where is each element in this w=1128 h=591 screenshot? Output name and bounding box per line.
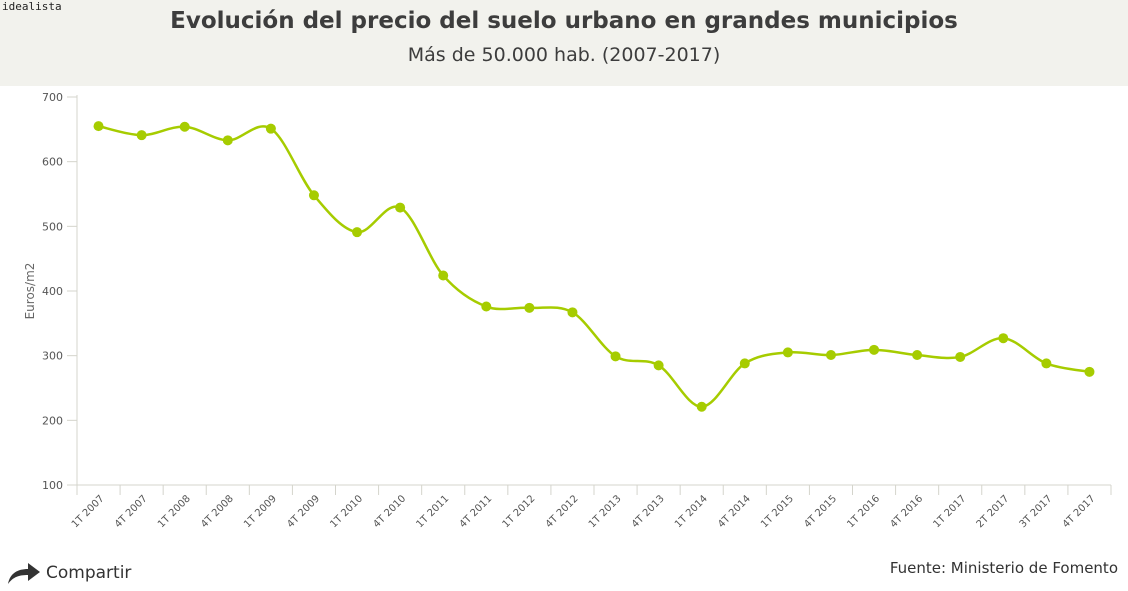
share-label: Compartir (46, 563, 132, 583)
x-tick-label: 4T 2010 (371, 493, 408, 530)
x-tick-label: 1T 2013 (587, 493, 624, 530)
data-point (136, 130, 147, 141)
data-point (653, 360, 664, 371)
data-point (481, 301, 492, 312)
x-tick-label: 1T 2014 (673, 493, 710, 530)
data-point (308, 190, 319, 201)
data-point (93, 121, 104, 132)
data-point (352, 227, 363, 238)
share-arrow-icon (8, 563, 40, 584)
y-tick-label: 300 (42, 350, 63, 363)
y-tick-label: 600 (42, 156, 63, 169)
data-point (610, 351, 621, 362)
data-point (265, 123, 276, 134)
x-tick-label: 4T 2013 (630, 493, 667, 530)
data-point (782, 347, 793, 358)
y-tick-label: 500 (42, 220, 63, 233)
x-tick-label: 1T 2017 (931, 493, 968, 530)
x-tick-label: 1T 2007 (70, 493, 107, 530)
x-tick-label: 4T 2017 (1061, 493, 1098, 530)
x-tick-label: 4T 2015 (802, 493, 839, 530)
data-point (1041, 358, 1052, 369)
data-point (912, 350, 923, 361)
y-tick-label: 400 (42, 285, 63, 298)
data-point (739, 358, 750, 369)
brand-logo: idealista (2, 0, 62, 13)
x-tick-label: 1T 2009 (242, 493, 279, 530)
data-point (825, 350, 836, 361)
x-tick-label: 1T 2016 (845, 493, 882, 530)
x-tick-label: 1T 2008 (156, 493, 193, 530)
share-button[interactable]: Compartir (6, 561, 131, 585)
x-tick-label: 1T 2012 (501, 493, 538, 530)
y-axis-label: Euros/m2 (23, 263, 37, 320)
data-point (222, 135, 233, 146)
data-point (179, 121, 190, 132)
y-tick-label: 200 (42, 414, 63, 427)
data-point (955, 351, 966, 362)
x-tick-label: 1T 2011 (414, 493, 451, 530)
data-point (438, 270, 449, 281)
series-line (98, 124, 1090, 409)
chart-subtitle: Más de 50.000 hab. (2007-2017) (407, 44, 721, 66)
data-point (869, 344, 880, 355)
x-tick-label: 3T 2017 (1018, 493, 1055, 530)
x-tick-label: 4T 2012 (544, 493, 581, 530)
x-tick-label: 4T 2008 (199, 493, 236, 530)
x-tick-label: 2T 2017 (975, 493, 1012, 530)
data-point (395, 202, 406, 213)
x-tick-label: 4T 2016 (888, 493, 925, 530)
data-point (998, 333, 1009, 344)
data-point (696, 401, 707, 412)
x-tick-label: 1T 2010 (328, 493, 365, 530)
x-tick-label: 1T 2015 (759, 493, 796, 530)
chart-header: idealista Evolución del precio del suelo… (0, 0, 1128, 86)
x-tick-label: 4T 2007 (113, 493, 150, 530)
source-note: Fuente: Ministerio de Fomento (889, 559, 1118, 577)
data-point (1084, 366, 1095, 377)
y-tick-label: 700 (42, 91, 63, 104)
data-point (567, 307, 578, 318)
x-tick-label: 4T 2014 (716, 493, 753, 530)
y-tick-label: 100 (42, 479, 63, 492)
data-point (524, 302, 535, 313)
x-tick-label: 4T 2009 (285, 493, 322, 530)
x-tick-label: 4T 2011 (458, 493, 495, 530)
chart-title: Evolución del precio del suelo urbano en… (170, 8, 958, 34)
